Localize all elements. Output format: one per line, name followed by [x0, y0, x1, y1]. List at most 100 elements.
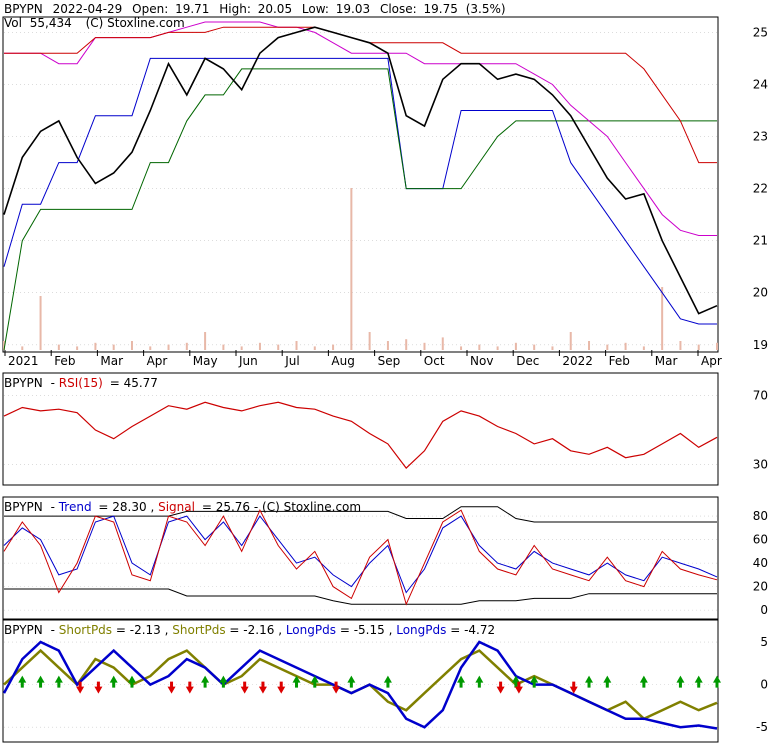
signal-value: 25.76	[216, 500, 250, 514]
buy-arrow-icon	[127, 675, 136, 688]
volume-bar	[167, 344, 170, 350]
close-value: 19.75	[424, 2, 458, 16]
volume-bar	[478, 344, 481, 350]
price-y-tick-label: 23	[753, 130, 768, 144]
x-tick-label: Apr	[147, 354, 168, 368]
x-tick-label: Jun	[238, 354, 258, 368]
buy-arrow-icon	[219, 675, 228, 688]
x-tick-label: Aug	[331, 354, 354, 368]
stochastic-panel: 0 20 40 60 80 BPYPN - Trend = 28.30 , Signal…	[2, 496, 768, 620]
x-tick-label: Mar	[655, 354, 678, 368]
buy-arrow-icon	[201, 675, 210, 688]
volume-bar	[606, 344, 609, 350]
volume-bar	[533, 344, 536, 350]
volume-bar	[57, 344, 60, 350]
pds-y-tick-label: 0	[760, 678, 768, 692]
volume-bar	[258, 342, 261, 350]
trend-value: 28.30	[112, 500, 146, 514]
price-band-line-1	[3, 57, 717, 325]
sell-arrow-icon	[258, 681, 267, 694]
high-label: High:	[219, 2, 251, 16]
trend-label: Trend	[58, 500, 92, 514]
volume-bar	[405, 339, 408, 350]
sell-arrow-icon	[569, 681, 578, 694]
volume-bar	[185, 342, 188, 350]
volume-bar	[3, 341, 5, 350]
longpds-label-2: LongPds	[396, 623, 446, 637]
x-tick-label: 2022	[562, 354, 593, 368]
x-tick-label: Sep	[378, 354, 401, 368]
volume-bar	[240, 346, 243, 350]
pds-y-tick-label: -5	[756, 720, 768, 734]
volume-bar	[661, 287, 664, 350]
rsi-y-tick-label: 30	[753, 458, 768, 472]
sto-copyright: (C) Stoxline.com	[262, 500, 361, 514]
volume-bar	[332, 344, 335, 350]
stochastic-y-tick-label: 20	[753, 580, 768, 594]
buy-arrow-icon	[694, 675, 703, 688]
price-y-tick-label: 21	[753, 234, 768, 248]
x-tick-label: Mar	[100, 354, 123, 368]
x-tick-label: Dec	[516, 354, 539, 368]
volume-bar	[94, 342, 97, 350]
ticker-label: BPYPN	[4, 2, 43, 16]
volume-bar	[21, 346, 24, 350]
volume-bar	[386, 341, 389, 350]
pds-y-tick-label: 5	[760, 635, 768, 649]
sell-arrow-icon	[76, 681, 85, 694]
buy-arrow-icon	[603, 675, 612, 688]
rsi-y-tick-label: 70	[753, 388, 768, 402]
sell-arrow-icon	[514, 681, 523, 694]
volume-bar	[496, 346, 499, 350]
price-y-tick-label: 19	[753, 338, 768, 352]
volume-bar	[130, 341, 133, 350]
low-value: 19.03	[336, 2, 370, 16]
volume-bar	[697, 344, 700, 350]
sell-arrow-icon	[277, 681, 286, 694]
sell-arrow-icon	[240, 681, 249, 694]
buy-arrow-icon	[383, 675, 392, 688]
shortpds-label-1: ShortPds	[59, 623, 112, 637]
buy-arrow-icon	[18, 675, 27, 688]
signal-line	[3, 509, 718, 606]
shortpds-label-2: ShortPds	[172, 623, 225, 637]
pds-ticker: BPYPN	[4, 623, 43, 637]
longpds-line	[2, 640, 718, 730]
volume-bar	[679, 341, 682, 350]
sto-ticker: BPYPN	[4, 500, 43, 514]
x-tick-label: Feb	[54, 354, 75, 368]
volume-bar	[222, 344, 225, 350]
price-y-tick-label: 20	[753, 286, 768, 300]
rsi-legend: BPYPN - RSI(15) = 45.77	[4, 376, 158, 390]
price-y-tick-label: 25	[753, 25, 768, 39]
buy-arrow-icon	[713, 675, 721, 688]
x-tick-label: Feb	[609, 354, 630, 368]
open-label: Open:	[132, 2, 168, 16]
volume-bar	[313, 346, 316, 350]
vol-value: 55,434	[30, 16, 72, 30]
sell-arrow-icon	[185, 681, 194, 694]
shortpds-value-1: -2.13	[130, 623, 161, 637]
buy-arrow-icon	[109, 675, 118, 688]
signal-label: Signal	[158, 500, 195, 514]
header-line-2: Vol 55,434 (C) Stoxline.com	[4, 16, 185, 30]
x-tick-label: Oct	[424, 354, 445, 368]
buy-arrow-icon	[676, 675, 685, 688]
volume-bar	[204, 332, 207, 350]
copyright-label: (C) Stoxline.com	[86, 16, 185, 30]
rsi-title: RSI(15)	[59, 376, 103, 390]
volume-bar	[514, 342, 517, 350]
volume-bar	[441, 337, 444, 350]
rsi-panel: 30 70 BPYPN - RSI(15) = 45.77	[2, 372, 768, 486]
buy-arrow-icon	[292, 675, 301, 688]
stochastic-y-tick-label: 80	[753, 509, 768, 523]
buy-arrow-icon	[530, 675, 539, 688]
pds-panel: -5 0 5 BPYPN - ShortPds = -2.13 , ShortPds…	[2, 619, 768, 743]
x-tick-label: Apr	[701, 354, 722, 368]
open-value: 19.71	[175, 2, 209, 16]
rsi-ticker: BPYPN	[4, 376, 43, 390]
volume-bar	[624, 342, 627, 350]
upper-band-line	[4, 506, 717, 523]
vol-label: Vol	[4, 16, 22, 30]
